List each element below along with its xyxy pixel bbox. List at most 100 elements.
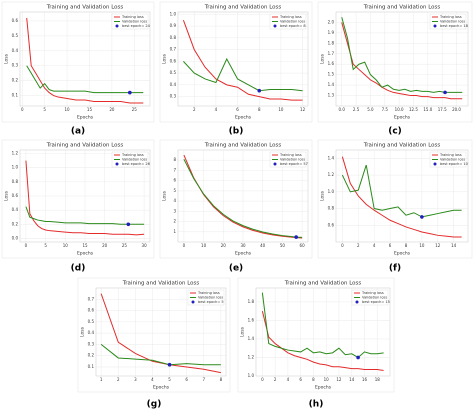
x-tick-label: 5 <box>168 377 171 382</box>
y-axis-label: Loss <box>320 190 326 201</box>
legend-label: Validation loss <box>122 20 147 24</box>
legend-label: Validation loss <box>362 296 387 300</box>
loss-line <box>100 344 221 366</box>
legend-label: Validation loss <box>280 158 305 162</box>
y-tick-label: 1.4 <box>248 336 255 341</box>
y-axis-label: Loss <box>320 53 326 64</box>
y-tick-label: 0.7 <box>88 296 95 301</box>
y-tick-label: 0.1 <box>12 93 19 98</box>
panel-label: (a) <box>71 127 85 137</box>
chart-title: Training and Validation Loss <box>204 5 282 11</box>
x-tick-label: 10 <box>65 107 71 112</box>
y-tick-label: 0.8 <box>170 35 177 40</box>
legend-label: Training loss <box>279 153 302 157</box>
legend-box <box>269 151 307 168</box>
y-tick-label: 0.8 <box>328 206 335 211</box>
y-tick-label: 7 <box>173 167 176 172</box>
legend-box <box>111 13 149 30</box>
x-tick-label: 12 <box>300 107 306 112</box>
legend-label: best epoch= 5 <box>198 300 224 304</box>
y-tick-label: 1.8 <box>328 40 335 45</box>
y-tick-label: 2.0 <box>328 19 335 24</box>
loss-line <box>341 22 463 100</box>
x-tick-label: 15.0 <box>423 107 432 112</box>
panel: Training and Validation LossEpochsLoss0.… <box>159 1 313 137</box>
x-tick-label: 25 <box>122 243 128 248</box>
y-tick-label: 0.6 <box>12 18 19 23</box>
y-tick-label: 2 <box>173 219 176 224</box>
y-axis-label: Loss <box>4 190 10 201</box>
panel-label: (e) <box>229 264 243 274</box>
loss-line <box>100 293 221 374</box>
panel: Training and Validation LossEpochsLoss0.… <box>1 1 155 137</box>
x-tick-label: 12 <box>336 377 342 382</box>
x-tick-label: 10.0 <box>395 107 404 112</box>
x-tick-label: 20.0 <box>452 107 461 112</box>
y-tick-label: 0.7 <box>170 47 177 52</box>
legend-label: best epoch= 57 <box>280 162 308 166</box>
x-tick-label: 6 <box>236 107 239 112</box>
x-tick-label: 10 <box>324 377 330 382</box>
x-tick-label: 6 <box>299 377 302 382</box>
y-tick-label: 1.6 <box>328 61 335 66</box>
y-tick-label: 1 <box>173 229 176 234</box>
x-axis-label: Epochs <box>77 115 94 121</box>
chart-title: Training and Validation Loss <box>284 281 362 287</box>
x-tick-label: 4 <box>287 377 290 382</box>
x-tick-label: 6 <box>389 243 392 248</box>
chart-title: Training and Validation Loss <box>46 5 124 11</box>
legend-label: best epoch= 24 <box>122 24 151 28</box>
y-tick-label: 1.7 <box>328 51 335 56</box>
loss-line <box>341 17 463 93</box>
x-tick-label: 14 <box>451 243 457 248</box>
y-tick-label: 5 <box>173 188 176 193</box>
panel: Training and Validation LossEpochsLoss0.… <box>77 277 231 410</box>
x-axis-label: Epochs <box>394 251 411 257</box>
legend-label: Validation loss <box>440 20 465 24</box>
panel: Training and Validation Loss Epochs Loss 1 2… <box>159 139 313 274</box>
x-tick-label: 15 <box>87 107 93 112</box>
y-tick-label: 0.4 <box>170 82 177 87</box>
legend-box <box>269 13 307 30</box>
panel-label: (c) <box>388 127 402 137</box>
y-axis-label: Loss <box>240 326 246 337</box>
legend-label: best epoch= 8 <box>280 24 306 28</box>
y-tick-label: 0.6 <box>328 222 335 227</box>
best-epoch-point <box>128 90 132 95</box>
loss-line <box>341 156 462 238</box>
x-tick-label: 8 <box>220 377 223 382</box>
y-tick-label: 0.6 <box>170 58 177 63</box>
legend-swatch <box>191 300 195 304</box>
y-tick-label: 0.8 <box>12 179 19 184</box>
y-tick-label: 0.0 <box>12 235 19 240</box>
y-axis-label: Loss <box>162 53 168 64</box>
y-tick-label: 0.4 <box>88 330 95 335</box>
legend-swatch <box>355 300 359 304</box>
loss-line <box>26 65 144 94</box>
y-tick-label: 1.4 <box>328 155 335 160</box>
x-axis-label: Epochs <box>235 115 252 121</box>
legend-swatch <box>273 162 277 166</box>
legend-label: Training loss <box>197 291 220 295</box>
best-epoch-point <box>257 88 262 93</box>
x-tick-label: 20 <box>102 243 108 248</box>
legend-swatch <box>433 24 437 28</box>
x-tick-label: 1 <box>100 377 103 382</box>
y-tick-label: 6 <box>173 178 176 183</box>
x-tick-label: 12 <box>435 243 441 248</box>
legend-box <box>111 151 149 168</box>
chart-title: Training and Validation Loss <box>204 143 282 149</box>
legend-swatch <box>115 162 119 166</box>
x-tick-label: 15 <box>82 243 88 248</box>
x-tick-label: 50 <box>280 243 286 248</box>
x-tick-label: 4 <box>215 107 218 112</box>
y-tick-label: 1.0 <box>170 11 177 16</box>
x-axis-label: Epochs <box>153 385 170 391</box>
panel-label: (g) <box>147 400 162 410</box>
legend-label: Validation loss <box>280 20 305 24</box>
panel: Training and Validation LossEpochsLoss0.… <box>1 139 155 274</box>
x-tick-label: 18 <box>375 377 381 382</box>
y-tick-label: 3 <box>173 208 176 213</box>
x-tick-label: 2 <box>357 243 360 248</box>
best-epoch-point <box>126 222 131 227</box>
